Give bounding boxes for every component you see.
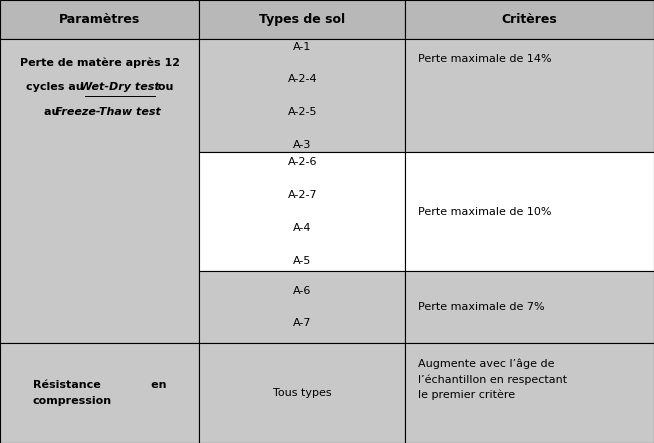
Text: ou: ou [154,82,173,92]
Text: Paramètres: Paramètres [59,13,141,26]
Bar [199,0,405,39]
Text: Types de sol: Types de sol [260,13,345,26]
Text: Tous types: Tous types [273,388,332,398]
Text: Résistance             en
compression: Résistance en compression [33,380,167,406]
Bar [405,343,654,443]
Bar [0,39,199,343]
Text: Perte maximale de 7%: Perte maximale de 7% [419,302,545,312]
Text: A-2-6

A-2-7

A-4

A-5: A-2-6 A-2-7 A-4 A-5 [288,157,317,266]
Bar [405,271,654,343]
Text: Freeze-Thaw test: Freeze-Thaw test [56,107,162,117]
Text: Augmente avec l’âge de
l’échantillon en respectant
le premier critère: Augmente avec l’âge de l’échantillon en … [419,358,568,400]
Bar [405,39,654,152]
Text: au: au [44,107,63,117]
Text: Critères: Critères [502,13,558,26]
Text: Perte de matère après 12: Perte de matère après 12 [20,57,180,68]
Text: cycles au: cycles au [26,82,87,92]
Text: A-6

A-7: A-6 A-7 [293,286,312,329]
Bar [199,343,405,443]
Bar [405,0,654,39]
Text: Perte maximale de 14%: Perte maximale de 14% [419,54,552,64]
Bar [0,0,199,39]
Bar [405,152,654,271]
Bar [199,152,405,271]
Bar [0,343,199,443]
Text: Wet-Dry test: Wet-Dry test [80,82,160,92]
Text: A-1

A-2-4

A-2-5

A-3: A-1 A-2-4 A-2-5 A-3 [288,42,317,150]
Bar [199,271,405,343]
Text: Perte maximale de 10%: Perte maximale de 10% [419,206,552,217]
Bar [199,39,405,152]
